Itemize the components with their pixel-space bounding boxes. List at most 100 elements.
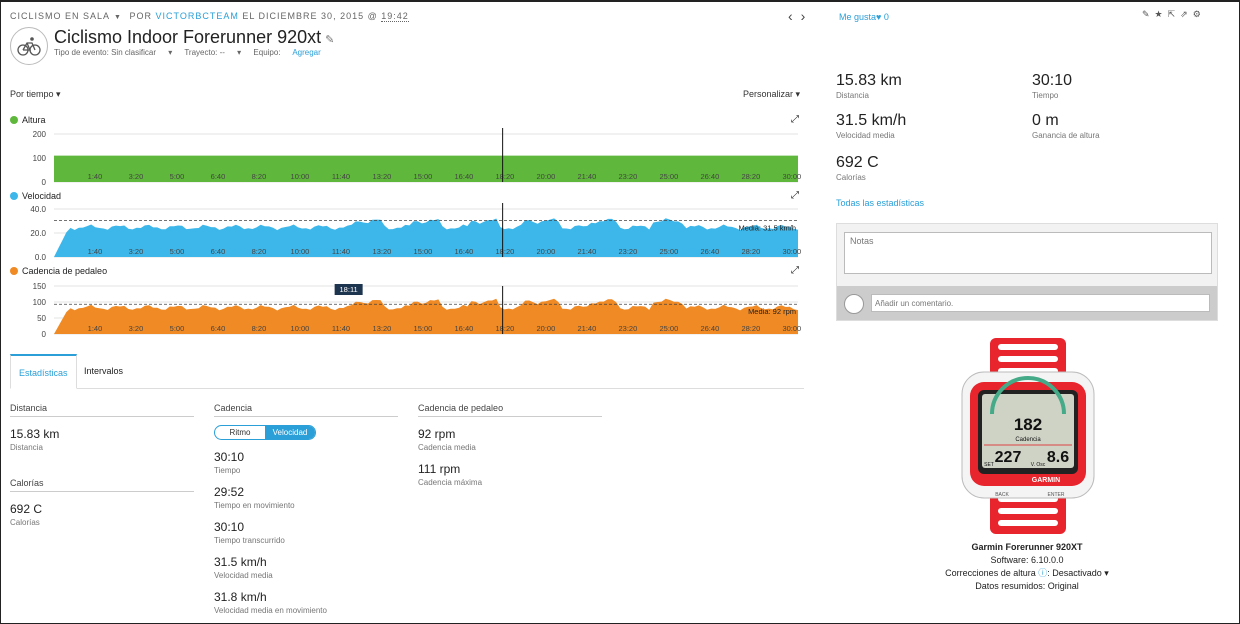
user-link[interactable]: VICTORBCTEAM xyxy=(155,11,239,21)
route[interactable]: Trayecto: -- ▾ xyxy=(184,48,242,57)
notes-textarea[interactable]: Notas xyxy=(844,232,1212,274)
comment-bar: Añadir un comentario. xyxy=(837,286,1217,320)
x-tick-label: 21:40 xyxy=(578,172,597,181)
x-tick-label: 15:00 xyxy=(414,247,433,256)
x-tick-label: 13:20 xyxy=(373,172,392,181)
y-tick-label: 40.0 xyxy=(30,205,46,214)
like-label: Me gusta xyxy=(839,12,877,22)
device-info: Garmin Forerunner 920XT Software: 6.10.0… xyxy=(836,541,1218,593)
x-tick-label: 20:00 xyxy=(537,324,556,333)
altura-chart[interactable]: 200 100 0 1:40 3:20 5:00 6:40 8:20 10:00 11:40 13:… xyxy=(10,128,810,187)
toggle-ritmo[interactable]: Ritmo xyxy=(229,428,251,437)
activity-title[interactable]: Ciclismo Indoor Forerunner 920xt xyxy=(54,27,322,47)
gear-icon[interactable]: ⚙ xyxy=(1192,9,1206,19)
x-tick-label: 8:20 xyxy=(252,247,267,256)
summary-distance: 15.83 km Distancia xyxy=(836,72,902,100)
stat-label: Tiempo en movimiento xyxy=(214,501,295,510)
cadencia-label: Cadencia de pedaleo xyxy=(22,266,108,276)
summary-value: 15.83 km xyxy=(836,72,902,89)
x-tick-label: 11:40 xyxy=(332,247,350,256)
x-tick-label: 26:40 xyxy=(700,324,719,333)
time-text[interactable]: 19:42 xyxy=(381,11,409,22)
x-tick-label: 13:20 xyxy=(373,324,392,333)
cursor-time-label: 18:11 xyxy=(340,285,358,294)
y-tick-label: 0 xyxy=(42,330,47,339)
avatar xyxy=(844,294,864,314)
date-text: EL DICIEMBRE 30, 2015 @ xyxy=(242,11,378,21)
stat-value: 31.5 km/h xyxy=(214,555,267,569)
x-tick-label: 11:40 xyxy=(332,324,350,333)
device-data-source: Datos resumidos: Original xyxy=(975,581,1079,591)
y-tick-label: 150 xyxy=(33,282,47,291)
stat-label: Cadencia máxima xyxy=(418,478,483,487)
summary-label: Velocidad media xyxy=(836,131,895,140)
device-enter-label: ENTER xyxy=(1048,492,1065,498)
x-tick-label: 16:40 xyxy=(455,324,474,333)
equipment-add-link[interactable]: Agregar xyxy=(292,48,321,57)
summary-calories: 692 C Calorías xyxy=(836,154,879,182)
x-tick-label: 28:20 xyxy=(741,324,760,333)
summary-label: Ganancia de altura xyxy=(1032,131,1100,140)
route-text: Trayecto: -- xyxy=(184,48,225,57)
device-screen-label: SET xyxy=(984,462,994,468)
altura-legend: Altura xyxy=(10,115,46,125)
stat-value: 31.8 km/h xyxy=(214,590,267,604)
pencil-icon[interactable]: ✎ xyxy=(1142,9,1155,19)
x-tick-label: 11:40 xyxy=(332,172,350,181)
cycling-avatar-icon xyxy=(10,27,48,65)
average-label: Media: 92 rpm xyxy=(748,307,796,316)
caret-down-icon[interactable]: ▼ xyxy=(114,14,122,21)
tab-estadisticas[interactable]: Estadísticas xyxy=(10,354,77,389)
device-back-label: BACK xyxy=(995,492,1009,498)
summary-value: 31.5 km/h xyxy=(836,112,907,129)
comment-input[interactable]: Añadir un comentario. xyxy=(871,294,1210,312)
average-label: Media: 31.5 km/h xyxy=(738,224,796,233)
x-tick-label: 28:20 xyxy=(741,172,760,181)
x-tick-label: 23:20 xyxy=(618,172,637,181)
like-button[interactable]: Me gusta♥ 0 xyxy=(839,12,889,22)
breadcrumb: CICLISMO EN SALA ▼ POR VICTORBCTEAM EL DI… xyxy=(10,11,409,22)
x-tick-label: 30:00 xyxy=(782,172,801,181)
export-icon[interactable]: ⇱ xyxy=(1167,9,1181,19)
equipment-label: Equipo: xyxy=(253,48,281,57)
expand-velocidad-icon[interactable]: ⤢ xyxy=(791,190,799,201)
toggle-velocidad[interactable]: Velocidad xyxy=(265,426,315,439)
customize-dropdown[interactable]: Personalizar ▾ xyxy=(743,89,801,99)
share-icon[interactable]: ⇗ xyxy=(1180,9,1193,19)
event-type[interactable]: Tipo de evento: Sin clasificar ▾ xyxy=(54,48,173,57)
expand-cadencia-icon[interactable]: ⤢ xyxy=(791,265,799,276)
stats-tabs: Estadísticas Intervalos xyxy=(10,354,804,389)
elevation-dropdown[interactable]: Desactivado xyxy=(1052,568,1102,578)
stat-label: Cadencia media xyxy=(418,443,476,452)
y-tick-label: 20.0 xyxy=(30,229,46,238)
x-axis-mode-dropdown[interactable]: Por tiempo ▾ xyxy=(10,89,61,99)
altura-dot-icon xyxy=(10,116,18,124)
stats-column-cadence: Cadencia Ritmo Velocidad 30:10 Tiempo 29… xyxy=(214,403,398,615)
device-brand: GARMIN xyxy=(1032,477,1060,484)
expand-altura-icon[interactable]: ⤢ xyxy=(791,114,799,125)
next-arrow-icon[interactable]: › xyxy=(800,8,806,24)
activity-type[interactable]: CICLISMO EN SALA xyxy=(10,11,111,21)
pencil-icon[interactable]: ✎ xyxy=(325,34,335,46)
stat-value: 111 rpm xyxy=(418,462,461,476)
help-icon[interactable]: ⓘ xyxy=(1038,568,1048,578)
stats-column-distance: Distancia 15.83 km Distancia Calorías 69… xyxy=(10,403,194,527)
x-tick-label: 1:40 xyxy=(88,247,103,256)
previous-arrow-icon[interactable]: ‹ xyxy=(788,8,793,24)
x-tick-label: 26:40 xyxy=(700,247,719,256)
stat-head: Cadencia xyxy=(214,403,398,417)
y-tick-label: 100 xyxy=(33,298,47,307)
star-icon[interactable]: ★ xyxy=(1154,9,1168,19)
tab-intervalos[interactable]: Intervalos xyxy=(84,366,124,376)
notes-section: Notas Añadir un comentario. xyxy=(836,223,1218,321)
stat-value: 29:52 xyxy=(214,485,245,499)
all-stats-link[interactable]: Todas las estadísticas xyxy=(836,198,925,208)
cadencia-chart[interactable]: 150 100 50 0 Media: 92 rpm 1:40 3:20 5:00 6:40 8:… xyxy=(10,280,810,339)
x-tick-label: 6:40 xyxy=(211,172,226,181)
summary-label: Distancia xyxy=(836,91,869,100)
velocidad-chart[interactable]: 40.0 20.0 0.0 Media: 31.5 km/h 1:40 3:20 5:00 6… xyxy=(10,203,810,262)
x-tick-label: 5:00 xyxy=(170,172,185,181)
x-tick-label: 8:20 xyxy=(252,172,267,181)
altura-label: Altura xyxy=(22,115,46,125)
x-tick-label: 3:20 xyxy=(129,324,144,333)
